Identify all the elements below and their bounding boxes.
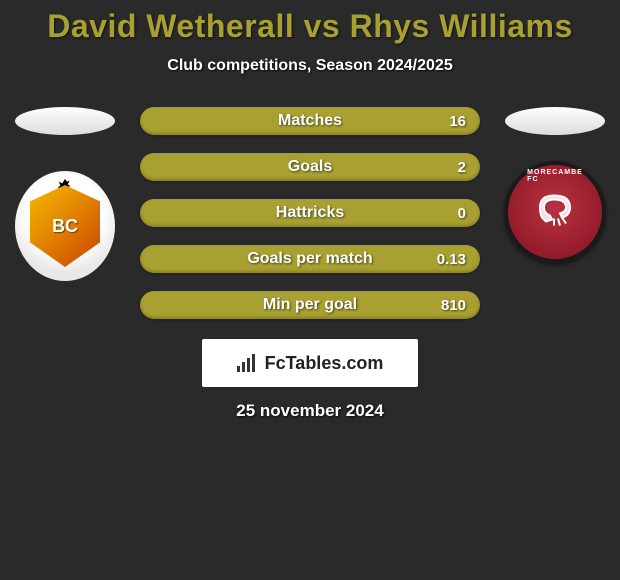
logo-text: FcTables.com — [265, 353, 384, 374]
chart-icon — [237, 354, 259, 372]
right-side: MORECAMBE FC — [500, 107, 610, 263]
right-team-crest: MORECAMBE FC — [504, 161, 606, 263]
left-player-pill — [15, 107, 115, 135]
shrimp-icon — [532, 188, 578, 237]
stat-label: Goals per match — [247, 250, 372, 268]
stat-value: 0.13 — [437, 251, 466, 268]
right-player-pill — [505, 107, 605, 135]
subtitle: Club competitions, Season 2024/2025 — [0, 57, 620, 75]
right-crest-arc: MORECAMBE FC — [527, 169, 583, 183]
stat-bar-gpm: Goals per match 0.13 — [140, 245, 480, 273]
stat-bar-mpg: Min per goal 810 — [140, 291, 480, 319]
stat-bar-matches: Matches 16 — [140, 107, 480, 135]
left-side: BC — [10, 107, 120, 281]
stat-value: 0 — [458, 205, 466, 222]
stats-column: Matches 16 Goals 2 Hattricks 0 Goals per… — [140, 107, 480, 319]
left-team-crest: BC — [15, 171, 115, 281]
date-text: 25 november 2024 — [0, 401, 620, 421]
stat-label: Matches — [278, 112, 342, 130]
page-title: David Wetherall vs Rhys Williams — [0, 8, 620, 45]
stat-label: Min per goal — [263, 296, 357, 314]
stat-bar-goals: Goals 2 — [140, 153, 480, 181]
main-row: BC Matches 16 Goals 2 Hattricks 0 Goals … — [0, 107, 620, 319]
left-shield: BC — [30, 185, 100, 267]
comparison-card: David Wetherall vs Rhys Williams Club co… — [0, 0, 620, 421]
stat-bar-hattricks: Hattricks 0 — [140, 199, 480, 227]
stat-label: Goals — [288, 158, 332, 176]
stat-value: 810 — [441, 297, 466, 314]
left-crest-text: BC — [52, 216, 78, 237]
stat-label: Hattricks — [276, 204, 344, 222]
stat-value: 16 — [449, 113, 466, 130]
stat-value: 2 — [458, 159, 466, 176]
attribution-box: FcTables.com — [202, 339, 418, 387]
